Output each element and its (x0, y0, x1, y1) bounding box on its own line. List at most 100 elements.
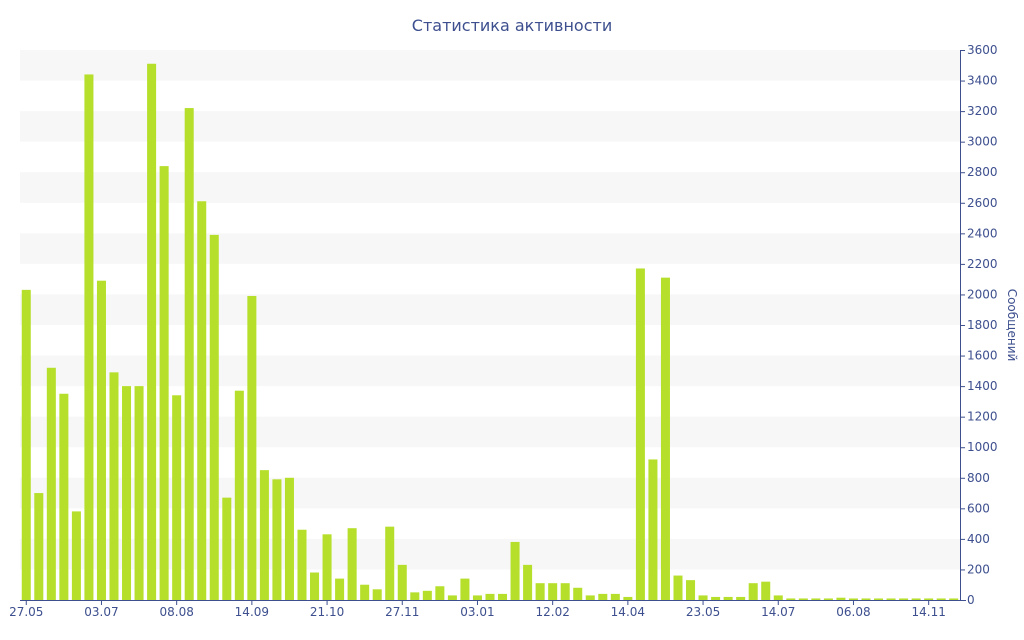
y-tick-label: 3600 (967, 43, 998, 57)
x-tick-label: 14.07 (761, 605, 795, 619)
chart-title: Статистика активности (412, 16, 612, 35)
grid-band (20, 111, 960, 142)
bar (109, 372, 119, 600)
bar (786, 598, 796, 600)
x-tick-label: 12.02 (535, 605, 569, 619)
bar (322, 534, 332, 600)
y-tick-label: 1600 (967, 349, 998, 363)
bar (310, 572, 320, 600)
bar (96, 280, 106, 600)
bar (899, 598, 909, 600)
bar (234, 390, 244, 600)
bar (911, 598, 921, 600)
grid-band (20, 50, 960, 81)
x-tick-label: 27.11 (385, 605, 419, 619)
bar (422, 590, 432, 600)
bar (648, 459, 658, 600)
bar (209, 234, 219, 601)
bar (836, 597, 846, 600)
bar (723, 596, 733, 600)
bar (347, 528, 357, 600)
bar (360, 584, 370, 600)
bar (197, 201, 207, 600)
y-tick-label: 3400 (967, 74, 998, 88)
bar (435, 586, 445, 600)
bar (523, 564, 533, 600)
bar (485, 593, 495, 600)
bar (498, 593, 508, 600)
y-tick-label: 2600 (967, 196, 998, 210)
x-ticks-group: 27.05 03.07 08.08 14.09 21.10 27.11 03.01 12.02… (9, 600, 946, 619)
y-tick-label: 1200 (967, 410, 998, 424)
bars-group (21, 63, 959, 601)
bar (598, 593, 608, 600)
bar (798, 598, 808, 600)
y-tick-label: 400 (967, 532, 990, 546)
bar (773, 595, 783, 600)
bar (335, 578, 345, 600)
x-tick-label: 08.08 (159, 605, 193, 619)
bar (886, 598, 896, 600)
bar (811, 598, 821, 600)
bar (660, 277, 670, 600)
bar (122, 386, 132, 600)
bar (510, 541, 520, 600)
bar (410, 592, 420, 600)
y-tick-label: 2000 (967, 287, 998, 301)
bar (147, 63, 157, 600)
grid-band (20, 294, 960, 325)
bar (560, 583, 570, 600)
y-tick-label: 0 (967, 593, 975, 607)
bar (159, 166, 169, 601)
y-tick-label: 1800 (967, 318, 998, 332)
bar (949, 598, 959, 600)
grid-band (20, 233, 960, 264)
x-tick-label: 14.04 (611, 605, 645, 619)
bar (59, 393, 69, 600)
y-tick-label: 200 (967, 562, 990, 576)
bar (861, 598, 871, 600)
bar (585, 595, 595, 600)
bar (34, 493, 44, 600)
bar (71, 511, 81, 600)
bar (472, 595, 482, 600)
x-tick-label: 14.09 (235, 605, 269, 619)
bar (635, 268, 645, 600)
x-tick-label: 23.05 (686, 605, 720, 619)
bar (184, 108, 194, 600)
y-tick-label: 2200 (967, 257, 998, 271)
x-tick-label: 03.01 (460, 605, 494, 619)
y-tick-label: 2400 (967, 226, 998, 240)
x-tick-label: 21.10 (310, 605, 344, 619)
bar (848, 598, 858, 600)
bar (247, 295, 257, 600)
x-tick-label: 06.08 (836, 605, 870, 619)
bar (736, 596, 746, 600)
bar (385, 526, 395, 600)
bar (610, 593, 620, 600)
y-ticks-group: 0 200 400 600 800 1000 1200 1400 1600 1800 2000 220… (960, 43, 998, 607)
bar (21, 289, 31, 600)
bar (761, 581, 771, 600)
x-tick-label: 14.11 (911, 605, 945, 619)
bar (874, 598, 884, 600)
y-tick-label: 2800 (967, 165, 998, 179)
y-tick-label: 3200 (967, 104, 998, 118)
y-tick-label: 1400 (967, 379, 998, 393)
bar (460, 578, 470, 600)
grid-band (20, 172, 960, 203)
bar (172, 395, 182, 600)
bar (372, 589, 382, 600)
y-axis-label: Сообщений (1005, 289, 1019, 362)
bar (623, 596, 633, 600)
bar (134, 386, 144, 600)
bar (222, 497, 232, 600)
bar (272, 479, 282, 600)
bar (46, 367, 56, 600)
bar (447, 595, 457, 600)
bar (535, 583, 545, 600)
y-tick-label: 3000 (967, 135, 998, 149)
bar (924, 598, 934, 600)
